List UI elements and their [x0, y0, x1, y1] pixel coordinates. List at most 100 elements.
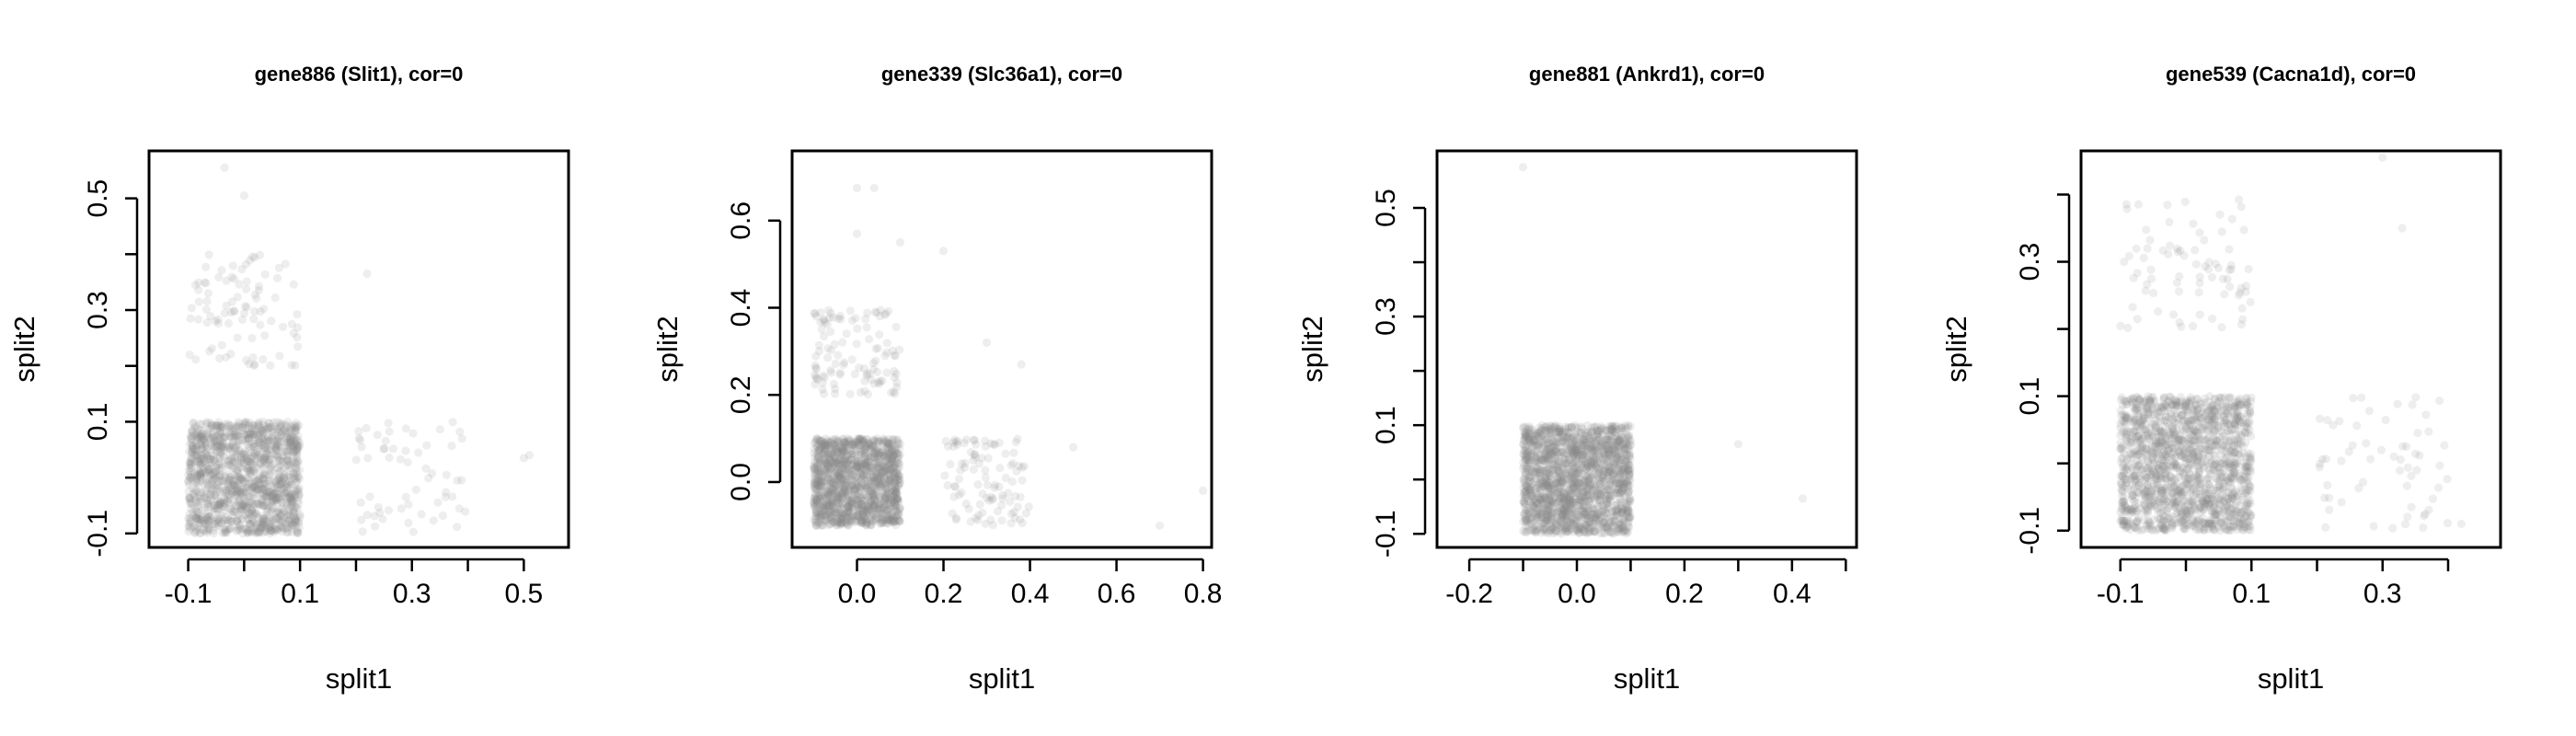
- data-point: [197, 441, 206, 450]
- data-point: [242, 436, 251, 446]
- data-point: [275, 510, 284, 519]
- data-point: [283, 418, 293, 427]
- data-point: [187, 454, 197, 463]
- data-point: [289, 451, 299, 461]
- data-point: [272, 526, 282, 535]
- data-point: [1608, 444, 1617, 454]
- data-point: [278, 420, 287, 429]
- data-point: [228, 424, 237, 433]
- data-point: [262, 500, 271, 510]
- data-point: [185, 522, 194, 531]
- data-point: [184, 527, 193, 536]
- data-point: [1528, 526, 1537, 535]
- x-tick-label: -0.1: [165, 579, 213, 609]
- data-point: [231, 443, 240, 453]
- data-point: [207, 485, 216, 494]
- data-point: [892, 496, 902, 505]
- data-point: [209, 437, 218, 447]
- scatter-points: [810, 183, 1208, 530]
- data-point: [363, 454, 373, 463]
- data-point: [218, 437, 227, 446]
- data-point: [279, 322, 288, 331]
- y-tick-label: 0.0: [726, 463, 756, 501]
- data-point: [212, 481, 221, 490]
- data-point: [227, 297, 236, 306]
- data-point: [293, 421, 302, 431]
- data-point: [285, 477, 294, 487]
- data-point: [239, 419, 248, 428]
- data-point: [295, 510, 305, 520]
- data-point: [236, 456, 246, 466]
- data-point: [201, 476, 211, 485]
- data-point: [259, 475, 268, 484]
- data-point: [264, 477, 273, 487]
- data-point: [294, 489, 304, 499]
- data-point: [209, 427, 218, 437]
- data-point: [448, 418, 457, 427]
- data-point: [861, 315, 870, 324]
- data-point: [877, 452, 886, 461]
- data-point: [187, 434, 196, 443]
- data-point: [236, 487, 245, 496]
- data-point: [292, 515, 301, 524]
- data-point: [196, 440, 205, 449]
- data-point: [186, 516, 195, 525]
- data-point: [293, 487, 303, 496]
- data-point: [952, 440, 962, 449]
- data-point: [221, 528, 230, 537]
- data-point: [194, 315, 203, 324]
- data-point: [213, 481, 223, 490]
- data-point: [216, 432, 225, 442]
- data-point: [886, 477, 895, 486]
- data-point: [224, 419, 233, 428]
- data-point: [254, 485, 263, 495]
- data-point: [194, 498, 204, 507]
- x-axis-label: split1: [326, 662, 392, 695]
- data-point: [1595, 498, 1604, 507]
- data-point: [946, 459, 955, 469]
- data-point: [229, 480, 238, 489]
- data-point: [867, 374, 876, 385]
- data-point: [204, 516, 214, 525]
- data-point: [187, 461, 196, 471]
- data-point: [1526, 488, 1535, 497]
- data-point: [185, 457, 194, 466]
- data-point: [203, 524, 213, 534]
- data-point: [269, 459, 278, 468]
- data-point: [203, 509, 213, 518]
- data-point: [215, 451, 225, 460]
- data-point: [242, 424, 251, 433]
- data-point: [234, 523, 243, 532]
- data-point: [219, 499, 228, 508]
- data-point: [259, 483, 269, 492]
- data-point: [275, 423, 284, 432]
- data-point: [411, 485, 420, 494]
- data-point: [198, 443, 207, 454]
- data-point: [291, 521, 300, 530]
- data-point: [213, 420, 222, 431]
- data-point: [280, 436, 290, 445]
- data-point: [354, 433, 363, 443]
- data-point: [260, 425, 270, 434]
- data-point: [216, 497, 225, 506]
- data-point: [224, 445, 234, 454]
- data-point: [274, 431, 283, 442]
- data-point: [255, 475, 264, 485]
- data-point: [288, 496, 297, 505]
- data-point: [245, 498, 254, 508]
- data-point: [231, 500, 240, 511]
- data-point: [278, 503, 287, 512]
- data-point: [258, 489, 267, 498]
- data-point: [262, 454, 271, 464]
- data-point: [203, 497, 213, 507]
- data-point: [204, 466, 213, 475]
- data-point: [242, 303, 251, 312]
- data-point: [185, 517, 194, 526]
- data-point: [275, 466, 285, 476]
- data-point: [1555, 495, 1564, 505]
- data-point: [199, 517, 208, 527]
- data-point: [233, 456, 243, 466]
- data-point: [208, 475, 217, 485]
- data-point: [240, 435, 249, 444]
- data-point: [288, 442, 297, 451]
